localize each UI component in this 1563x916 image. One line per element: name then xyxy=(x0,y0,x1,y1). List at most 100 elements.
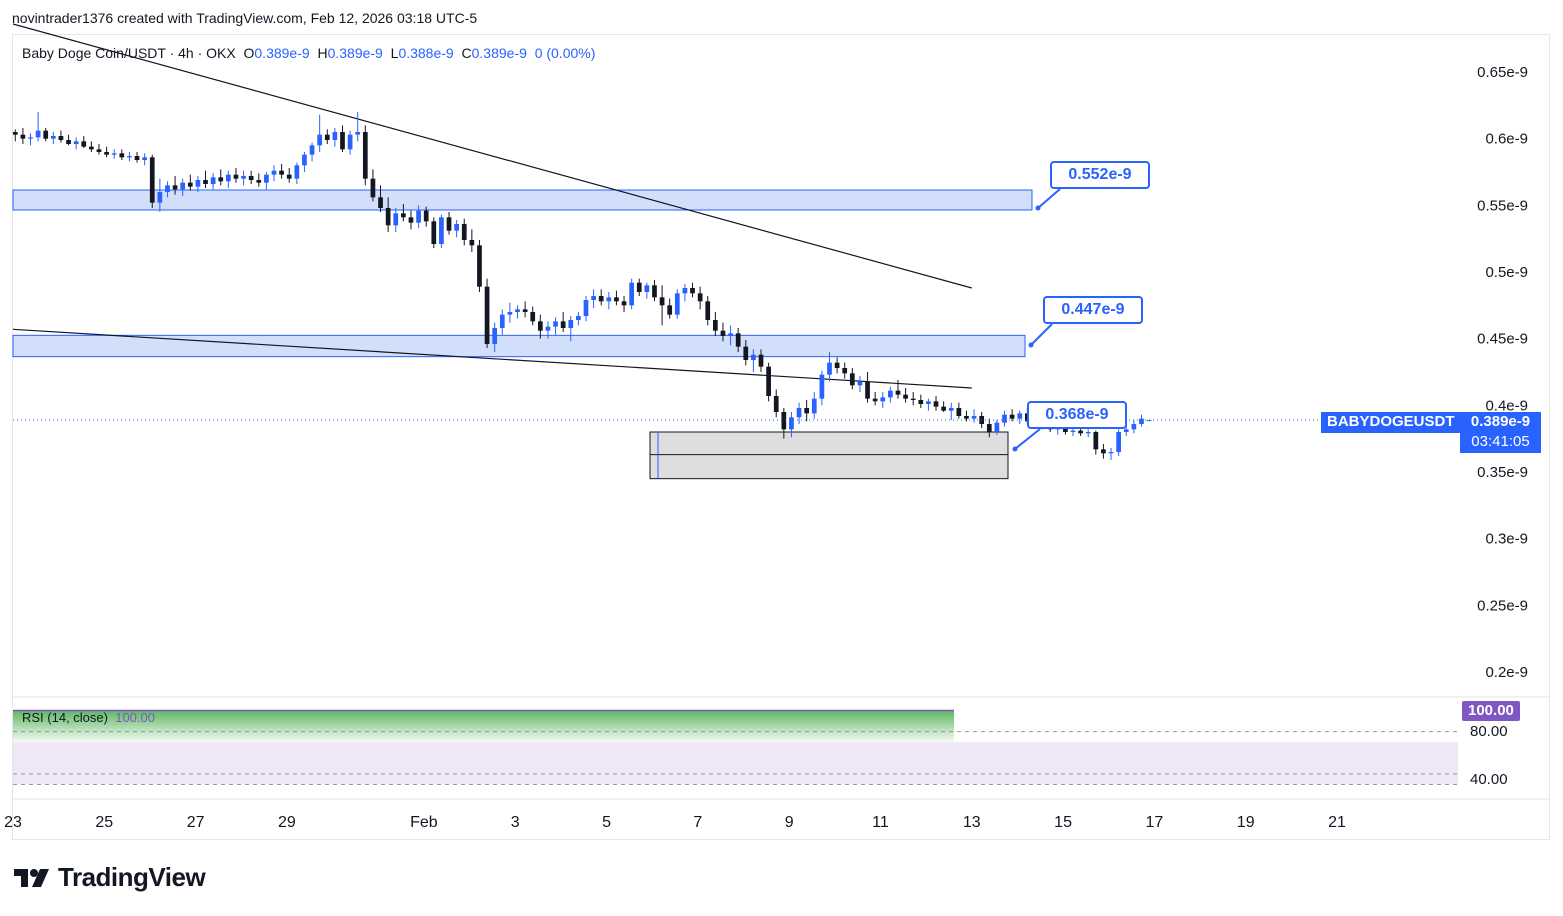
candle-body xyxy=(340,132,345,150)
symbol-legend: Baby Doge Coin/USDT · 4h · OKX O0.389e-9… xyxy=(22,45,595,61)
candle-body xyxy=(210,177,216,184)
candle-body xyxy=(401,213,406,218)
candle-body xyxy=(712,320,718,331)
support-resistance-zone xyxy=(12,189,1033,211)
candle-body xyxy=(598,296,604,302)
legend-open-value: 0.389e-9 xyxy=(254,45,310,61)
candle-body xyxy=(416,210,421,223)
candle-body xyxy=(827,362,832,375)
candle-body xyxy=(606,297,612,302)
candle-body xyxy=(218,177,224,182)
candle-body xyxy=(895,390,901,395)
tradingview-logo[interactable]: TradingView xyxy=(14,862,206,893)
candle-body xyxy=(834,362,840,368)
candle-body xyxy=(1116,432,1122,452)
price-tick-label: 0.5e-9 xyxy=(1485,264,1528,281)
candle-body xyxy=(256,180,262,183)
candle-body xyxy=(309,145,315,155)
candle-body xyxy=(149,157,155,203)
candle-body xyxy=(903,394,908,399)
time-tick-label: 25 xyxy=(95,814,113,831)
callout-pointer xyxy=(1014,428,1041,450)
candle-body xyxy=(1093,432,1099,450)
candle-body xyxy=(819,374,825,399)
candle-body xyxy=(910,398,916,400)
price-tick-label: 0.65e-9 xyxy=(1477,64,1528,81)
candle-body xyxy=(1070,430,1076,432)
candle-body xyxy=(560,321,566,328)
candle-body xyxy=(119,153,125,158)
rsi-overbought-fill xyxy=(13,710,954,743)
candle-body xyxy=(1078,430,1083,434)
price-tick-label: 0.55e-9 xyxy=(1477,197,1528,214)
candle-body xyxy=(225,174,231,182)
candle-body xyxy=(545,326,551,331)
candle-body xyxy=(35,130,41,138)
time-tick-label: 19 xyxy=(1237,814,1255,831)
candle-body xyxy=(180,182,186,190)
candle-body xyxy=(362,132,368,179)
candle-body xyxy=(530,312,536,322)
price-tick-label: 0.35e-9 xyxy=(1477,464,1528,481)
candle-body xyxy=(537,321,543,331)
candle-body xyxy=(857,381,863,386)
candle-body xyxy=(393,213,399,226)
candle-body xyxy=(385,208,391,226)
candle-body xyxy=(241,176,246,179)
candle-body xyxy=(324,134,330,140)
symbol-tag: BABYDOGEUSDT xyxy=(1321,412,1461,433)
candle-body xyxy=(705,301,711,320)
candle-body xyxy=(286,174,292,179)
time-tick-label: 5 xyxy=(602,814,611,831)
candle-body xyxy=(264,174,269,183)
candle-body xyxy=(659,297,665,306)
tradingview-logo-text: TradingView xyxy=(58,862,206,892)
candle-body xyxy=(872,398,878,402)
candle-body xyxy=(370,178,376,198)
range-box xyxy=(649,431,1009,480)
legend-high-value: 0.389e-9 xyxy=(327,45,383,61)
callout-top[interactable]: 0.552e-9 xyxy=(1050,161,1150,189)
callout-pointer xyxy=(1030,323,1053,346)
candle-body xyxy=(849,373,855,386)
callout-middle[interactable]: 0.447e-9 xyxy=(1043,296,1143,324)
time-tick-label: 7 xyxy=(693,814,702,831)
candle-body xyxy=(1017,413,1023,419)
trendline xyxy=(12,328,972,389)
candle-body xyxy=(720,330,726,336)
candle-body xyxy=(294,165,300,179)
callout-pointer xyxy=(1037,188,1061,209)
price-tick-label: 0.3e-9 xyxy=(1485,531,1528,548)
candle-body xyxy=(1139,418,1144,424)
candle-body xyxy=(279,170,284,175)
candle-body xyxy=(461,224,467,240)
price-tick-label: 0.6e-9 xyxy=(1485,131,1528,148)
candle-body xyxy=(96,149,102,152)
candle-body xyxy=(1123,429,1129,432)
candle-body xyxy=(522,309,528,312)
candle-body xyxy=(50,136,56,139)
candle-body xyxy=(1101,449,1106,454)
rsi-value-tag: 100.00 xyxy=(1462,701,1520,721)
callout-bottom[interactable]: 0.368e-9 xyxy=(1027,401,1127,429)
rsi-legend: RSI (14, close) 100.00 xyxy=(22,710,155,725)
countdown-tag: 03:41:05 xyxy=(1460,432,1541,453)
chart-frame xyxy=(12,34,1550,840)
candle-body xyxy=(933,401,939,407)
candle-body xyxy=(515,309,520,312)
candle-body xyxy=(233,174,239,179)
candle-body xyxy=(1131,424,1137,430)
candle-body xyxy=(758,354,764,367)
candle-body xyxy=(81,141,87,147)
candle-body xyxy=(956,408,962,416)
candle-body xyxy=(735,333,741,347)
candle-body xyxy=(89,146,94,150)
candle-body xyxy=(591,296,596,300)
price-tick-label: 0.4e-9 xyxy=(1485,397,1528,414)
candle-body xyxy=(986,424,992,432)
time-tick-label: 27 xyxy=(187,814,205,831)
rsi-band xyxy=(13,742,1458,785)
candle-body xyxy=(332,132,338,140)
candle-body xyxy=(690,288,695,294)
